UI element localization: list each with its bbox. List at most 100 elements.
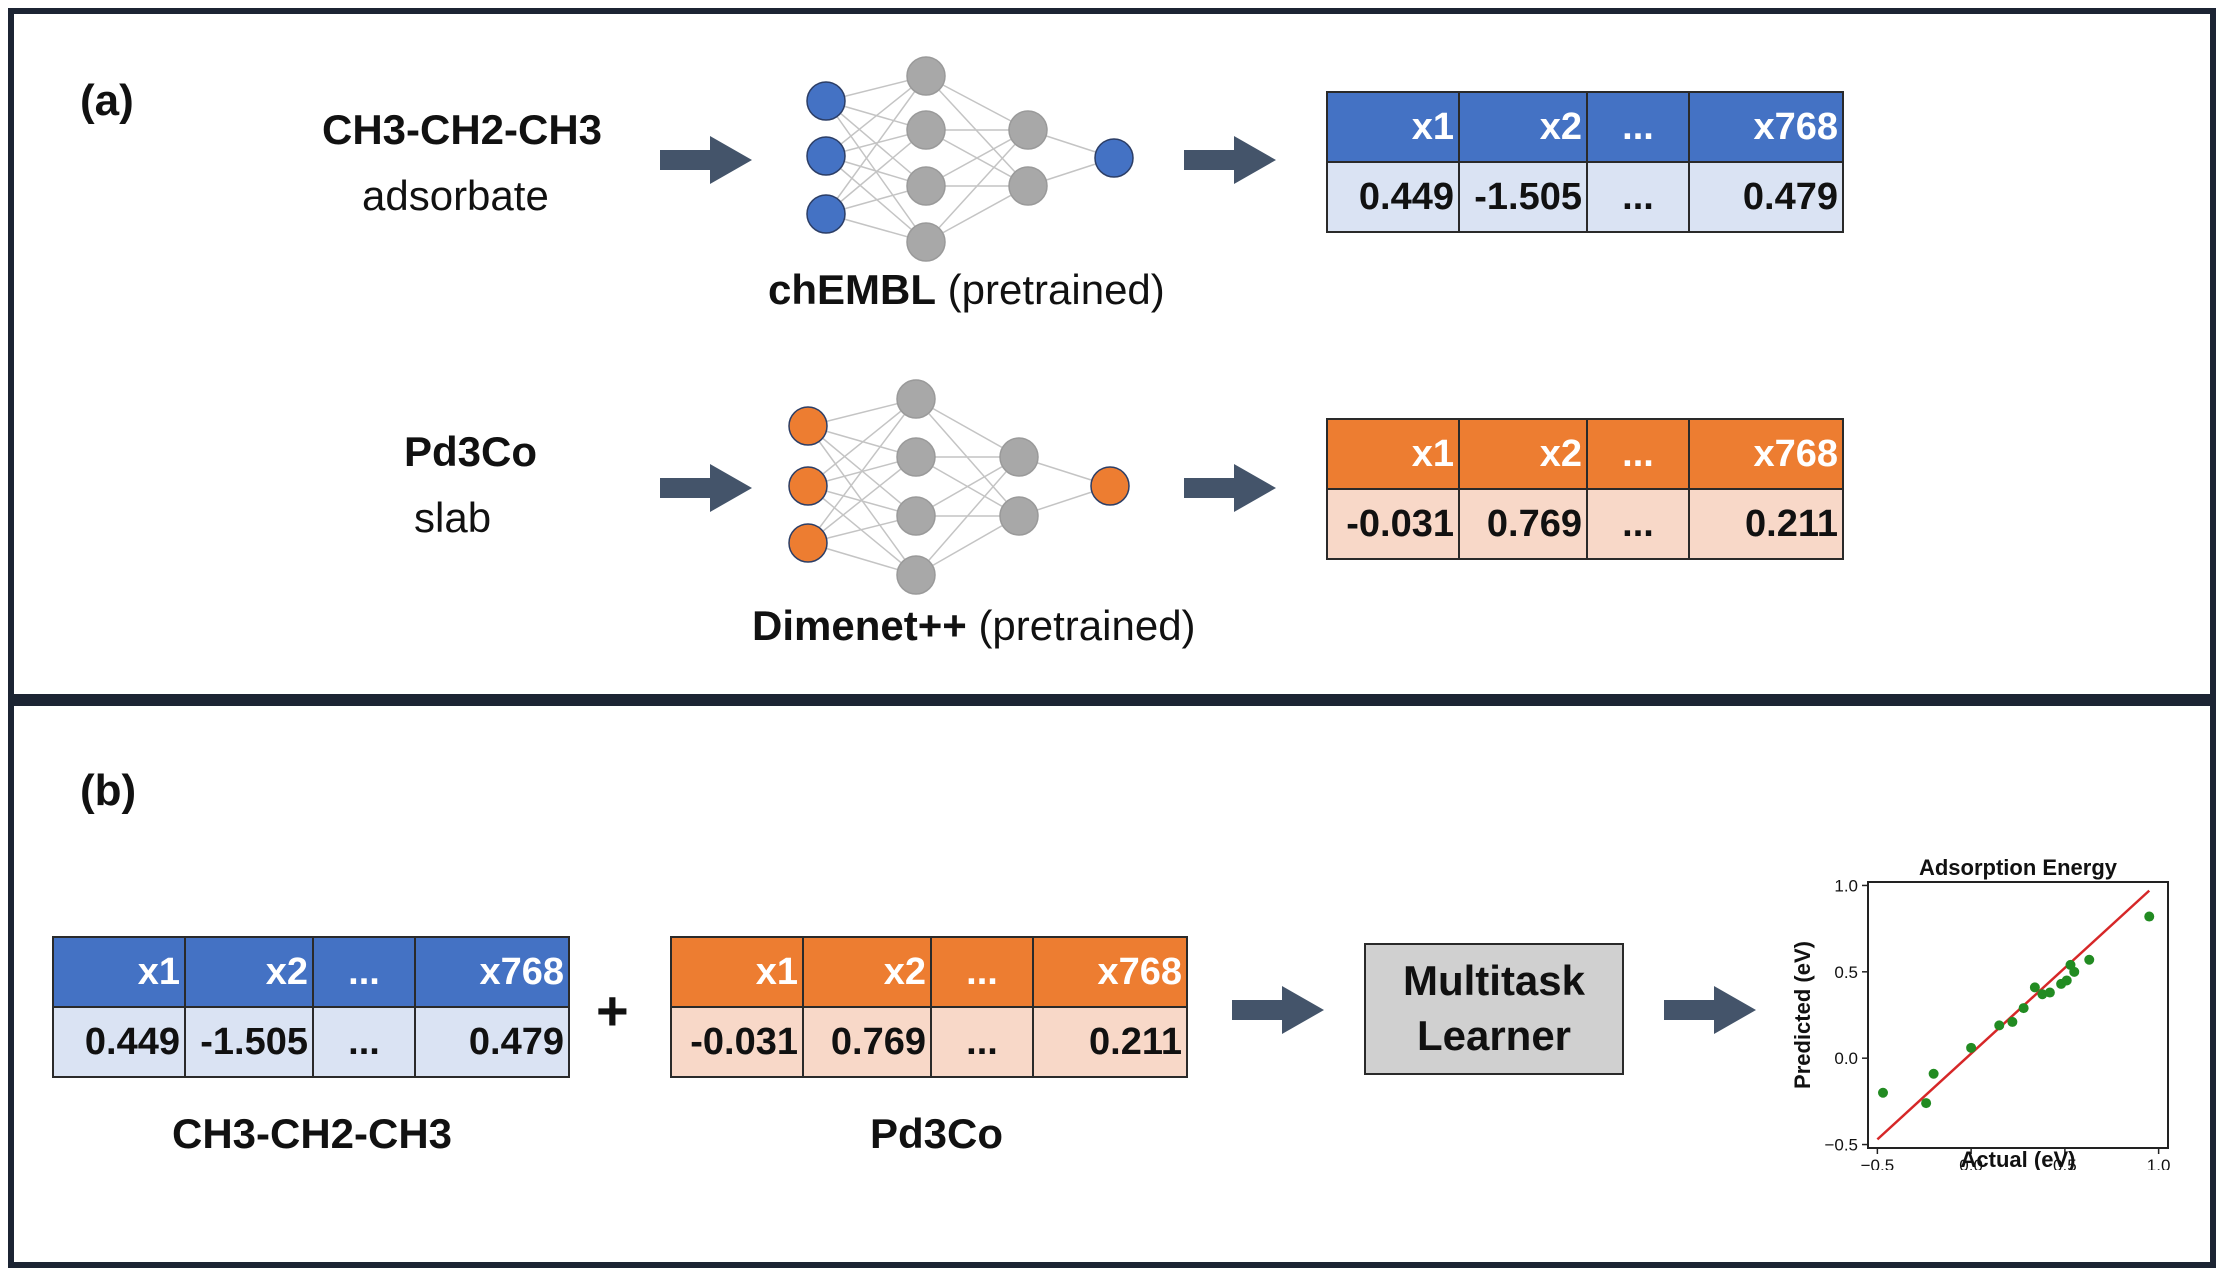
y-tick-label: 0.5 [1834, 963, 1858, 982]
scatter-point [2037, 989, 2048, 1000]
scatter-point [2007, 1016, 2018, 1027]
learner-label-line1: Multitask [1402, 957, 1586, 1005]
network-edge [807, 398, 917, 487]
plot-area [1867, 881, 2169, 1149]
table-cell: 0.449 [1326, 161, 1460, 233]
y-tick-label: −0.5 [1824, 1136, 1858, 1155]
table-cell: ... [1586, 488, 1690, 560]
adsorbate-name: CH3-CH2-CH3 [322, 106, 603, 153]
x-tick-label: −0.5 [1861, 1156, 1895, 1170]
chembl-network-icon [806, 56, 1134, 262]
adsorbate-vector-table: x1 x2 ... x768 0.449 -1.505 ... 0.479 [52, 936, 570, 1078]
network-edge [915, 456, 1020, 517]
network-node-colored [1094, 138, 1134, 178]
network-node-colored [788, 466, 828, 506]
table-header-cell: x2 [1458, 91, 1588, 163]
arrow-right-icon [1184, 136, 1276, 184]
network-node [906, 166, 946, 206]
network-edge [807, 456, 917, 544]
scatter-point [2061, 975, 2072, 986]
arrow-right-icon [660, 464, 752, 512]
dimenet-model-name: Dimenet++ [752, 602, 967, 649]
y-axis-label: Predicted (eV) [1790, 941, 1815, 1089]
network-node [1008, 166, 1048, 206]
table-header-cell: x2 [802, 936, 932, 1008]
fit-line [1876, 889, 2151, 1141]
network-node [906, 110, 946, 150]
network-edge [925, 129, 1029, 243]
table-cell: 0.479 [414, 1006, 570, 1078]
chembl-model-name: chEMBL [768, 266, 936, 313]
table-header-row: x1 x2 ... x768 [52, 936, 570, 1008]
scatter-point [1928, 1068, 1939, 1079]
table-cell: 0.211 [1688, 488, 1844, 560]
network-edge [925, 75, 1029, 187]
network-node [896, 496, 936, 536]
scatter-point [2084, 954, 2095, 965]
table-cell: -1.505 [184, 1006, 314, 1078]
y-tick-label: 0.0 [1834, 1049, 1858, 1068]
multitask-learner-box: Multitask Learner [1364, 943, 1624, 1075]
table-header-cell: ... [312, 936, 416, 1008]
table-cell: 0.769 [802, 1006, 932, 1078]
adsorbate-type-label: adsorbate [362, 172, 549, 219]
neural-network-diagrams [788, 56, 1134, 595]
table-header-row: x1 x2 ... x768 [1326, 418, 1844, 490]
network-edge [915, 456, 1020, 576]
learner-label-line2: Learner [1416, 1012, 1572, 1059]
network-node [906, 222, 946, 262]
scatter-point [1966, 1042, 1977, 1053]
table-header-cell: x768 [1688, 418, 1844, 490]
table-header-cell: ... [1586, 91, 1690, 163]
plus-sign: + [596, 979, 629, 1042]
panel-a-label: (a) [80, 76, 134, 125]
network-edge [915, 515, 1020, 576]
network-node-colored [806, 81, 846, 121]
slab-name: Pd3Co [404, 428, 538, 475]
panel-b [8, 700, 2216, 1268]
x-tick-label: 0.5 [2053, 1156, 2077, 1170]
table-header-cell: x2 [1458, 418, 1588, 490]
network-node [896, 555, 936, 595]
table-cell: -0.031 [1326, 488, 1460, 560]
chembl-model-note: (pretrained) [947, 266, 1165, 313]
table-cell: 0.479 [1688, 161, 1844, 233]
table-header-cell: ... [1586, 418, 1690, 490]
table-cell: -1.505 [1458, 161, 1588, 233]
table-header-cell: x768 [414, 936, 570, 1008]
x-tick-label: 0.0 [1959, 1156, 1983, 1170]
slab-type-label: slab [414, 494, 492, 541]
network-edge [825, 155, 927, 243]
chart-title: Adsorption Energy [1919, 855, 2118, 880]
network-node [896, 437, 936, 477]
table-cell: 0.211 [1032, 1006, 1188, 1078]
network-edge [807, 485, 917, 576]
network-node-colored [806, 136, 846, 176]
network-edge [807, 398, 917, 544]
table-cell: ... [1586, 161, 1690, 233]
table-cell: ... [930, 1006, 1034, 1078]
slab-vector-caption: Pd3Co [870, 1110, 1004, 1157]
panel-a [8, 8, 2216, 700]
scatter-point [1878, 1087, 1888, 1098]
table-row: -0.031 0.769 ... 0.211 [1326, 488, 1844, 560]
slab-vector-table: x1 x2 ... x768 -0.031 0.769 ... 0.211 [670, 936, 1188, 1078]
table-header-cell: x1 [670, 936, 804, 1008]
scatter-point [2029, 982, 2040, 993]
network-edge [825, 75, 927, 215]
scatter-point [2144, 911, 2155, 922]
arrow-right-icon [660, 136, 752, 184]
network-node [906, 56, 946, 96]
dimenet-model-caption: Dimenet++ (pretrained) [752, 602, 1196, 650]
adsorption-energy-chart: Adsorption Energy −0.5 0.0 0.5 1.0 −0.5 0.0 0.… [1790, 855, 2170, 1170]
table-row: 0.449 -1.505 ... 0.479 [1326, 161, 1844, 233]
network-node [1008, 110, 1048, 150]
network-node-colored [788, 523, 828, 563]
panel-b-label: (b) [80, 766, 137, 815]
table-row: -0.031 0.769 ... 0.211 [670, 1006, 1188, 1078]
scatter-point [2018, 1003, 2029, 1014]
y-tick-label: 1.0 [1834, 876, 1858, 895]
scatter-point [1994, 1020, 2005, 1031]
slab-embedding-table: x1 x2 ... x768 -0.031 0.769 ... 0.211 [1326, 418, 1844, 560]
